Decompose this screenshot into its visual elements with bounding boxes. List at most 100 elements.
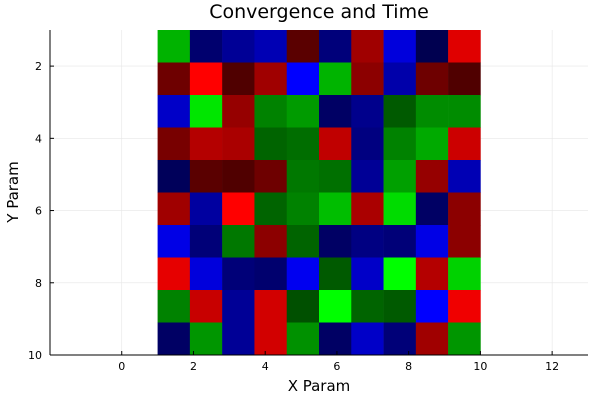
heatmap-cell bbox=[286, 62, 320, 96]
heatmap-cell bbox=[189, 257, 223, 291]
heatmap-cell bbox=[157, 290, 191, 323]
heatmap-cell bbox=[415, 257, 449, 291]
heatmap-cell bbox=[254, 322, 288, 356]
heatmap-cell bbox=[319, 62, 352, 96]
heatmap-cell bbox=[254, 257, 288, 291]
heatmap-cell bbox=[157, 192, 191, 226]
heatmap-cell bbox=[189, 95, 223, 128]
heatmap-cell bbox=[448, 160, 481, 193]
heatmap-cell bbox=[383, 160, 417, 193]
heatmap-cell bbox=[351, 290, 384, 323]
heatmap-cell bbox=[415, 62, 449, 96]
heatmap-cell bbox=[415, 225, 449, 258]
x-axis-title: X Param bbox=[288, 377, 351, 395]
chart-title: Convergence and Time bbox=[209, 1, 429, 23]
heatmap-cell bbox=[254, 225, 288, 258]
heatmap-cell bbox=[157, 30, 191, 63]
heatmap-cell bbox=[351, 322, 384, 356]
heatmap-cell bbox=[448, 257, 481, 291]
heatmap-cell bbox=[286, 95, 320, 128]
heatmap-cell bbox=[448, 225, 481, 258]
heatmap-cell bbox=[189, 30, 223, 63]
heatmap-cell bbox=[254, 192, 288, 226]
heatmap-cell bbox=[286, 192, 320, 226]
heatmap-cell bbox=[319, 95, 352, 128]
heatmap-cell bbox=[286, 257, 320, 291]
heatmap-cell bbox=[222, 160, 255, 193]
heatmap-cell bbox=[189, 160, 223, 193]
heatmap-cell bbox=[383, 225, 417, 258]
x-tick-label: 8 bbox=[405, 360, 412, 373]
heatmap-cell bbox=[351, 225, 384, 258]
heatmap-cell bbox=[351, 30, 384, 63]
heatmap-cell bbox=[286, 322, 320, 356]
y-tick-label: 8 bbox=[35, 277, 42, 290]
heatmap-cell bbox=[222, 225, 255, 258]
axes: 0 2 4 6 8 10 12 2 4 6 8 10 bbox=[28, 30, 588, 373]
heatmap-cell bbox=[319, 225, 352, 258]
heatmap-cell bbox=[286, 225, 320, 258]
heatmap-cell bbox=[383, 192, 417, 226]
heatmap-cell bbox=[319, 257, 352, 291]
heatmap-cell bbox=[222, 257, 255, 291]
y-axis-title: Y Param bbox=[4, 161, 22, 223]
heatmap-cell bbox=[383, 30, 417, 63]
x-tick-label: 12 bbox=[545, 360, 559, 373]
x-tick-label: 0 bbox=[118, 360, 125, 373]
heatmap-cell bbox=[383, 95, 417, 128]
heatmap-cell bbox=[189, 192, 223, 226]
heatmap-cell bbox=[157, 257, 191, 291]
x-tick-label: 10 bbox=[473, 360, 487, 373]
heatmap-cell bbox=[319, 322, 352, 356]
heatmap-cell bbox=[383, 127, 417, 161]
x-tick-label: 2 bbox=[190, 360, 197, 373]
heatmap-cell bbox=[222, 290, 255, 323]
heatmap-cell bbox=[189, 127, 223, 161]
heatmap-cell bbox=[351, 62, 384, 96]
y-tick-label: 6 bbox=[35, 205, 42, 218]
heatmap-cell bbox=[189, 225, 223, 258]
heatmap-cell bbox=[383, 322, 417, 356]
heatmap-cell bbox=[222, 95, 255, 128]
heatmap-cell bbox=[383, 257, 417, 291]
heatmap-cell bbox=[254, 62, 288, 96]
heatmap-cell bbox=[286, 290, 320, 323]
heatmap-cell bbox=[157, 322, 191, 356]
heatmap-cell bbox=[448, 95, 481, 128]
heatmap-cell bbox=[286, 30, 320, 63]
heatmap-cell bbox=[415, 192, 449, 226]
heatmap-cell bbox=[189, 62, 223, 96]
heatmap-cell bbox=[189, 322, 223, 356]
heatmap-cell bbox=[351, 192, 384, 226]
x-tick-label: 6 bbox=[333, 360, 340, 373]
heatmap-cell bbox=[415, 322, 449, 356]
heatmap-cell bbox=[222, 322, 255, 356]
y-tick-label: 4 bbox=[35, 132, 42, 145]
heatmap-cell bbox=[254, 95, 288, 128]
heatmap-cell bbox=[157, 95, 191, 128]
heatmap-cell bbox=[254, 30, 288, 63]
heatmap-cell bbox=[319, 192, 352, 226]
heatmap-cell bbox=[351, 257, 384, 291]
heatmap-cell bbox=[222, 127, 255, 161]
heatmap-cell bbox=[383, 62, 417, 96]
heatmap-cell bbox=[157, 62, 191, 96]
heatmap-cell bbox=[448, 30, 481, 63]
heatmap-cell bbox=[319, 160, 352, 193]
heatmap-cell bbox=[415, 127, 449, 161]
heatmap-cell bbox=[319, 127, 352, 161]
heatmap-cell bbox=[222, 30, 255, 63]
heatmap-cell bbox=[383, 290, 417, 323]
heatmap-cell bbox=[351, 95, 384, 128]
heatmap-cell bbox=[254, 160, 288, 193]
heatmap-cell bbox=[319, 290, 352, 323]
heatmap-cell bbox=[448, 62, 481, 96]
heatmap-cells bbox=[157, 30, 481, 356]
heatmap-cell bbox=[351, 127, 384, 161]
heatmap-cell bbox=[448, 322, 481, 356]
y-tick-label: 2 bbox=[35, 60, 42, 73]
heatmap-cell bbox=[222, 192, 255, 226]
y-tick-label: 10 bbox=[28, 349, 42, 362]
heatmap-cell bbox=[448, 127, 481, 161]
